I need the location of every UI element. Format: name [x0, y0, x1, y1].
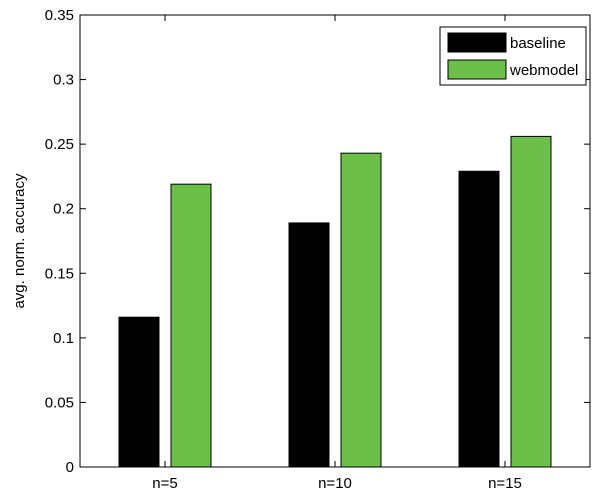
bar-webmodel-n=5 — [170, 183, 212, 468]
y-tick-label: 0.35 — [45, 7, 74, 24]
legend-label-baseline: baseline — [510, 35, 566, 52]
plot-area-frame — [79, 14, 591, 468]
legend: baseline webmodel — [439, 26, 587, 86]
bar-webmodel-n=15 — [510, 135, 552, 468]
y-tick-label: 0.3 — [53, 72, 74, 89]
legend-swatch-webmodel — [447, 59, 507, 80]
x-tick-labels: n=5 n=10 n=15 — [152, 475, 522, 492]
y-axis-label: avg. norm. accuracy — [11, 173, 28, 309]
y-tick-labels: 0 0.05 0.1 0.15 0.2 0.25 0.3 0.35 — [45, 7, 74, 476]
y-tick-label: 0.25 — [45, 136, 74, 153]
x-ticks — [164, 15, 506, 467]
bar-baseline-n=5 — [118, 316, 160, 468]
y-tick-label: 0 — [66, 459, 74, 476]
bars — [118, 135, 552, 468]
bar-baseline-n=10 — [288, 222, 330, 468]
y-tick-label: 0.05 — [45, 394, 74, 411]
bar-baseline-n=15 — [458, 170, 500, 468]
x-tick-label: n=10 — [318, 475, 352, 492]
bar-webmodel-n=10 — [340, 152, 382, 468]
y-tick-label: 0.1 — [53, 330, 74, 347]
legend-label-webmodel: webmodel — [509, 62, 578, 79]
x-tick-label: n=15 — [488, 475, 522, 492]
legend-swatch-baseline — [447, 32, 507, 53]
y-tick-label: 0.2 — [53, 201, 74, 218]
x-tick-label: n=5 — [152, 475, 177, 492]
y-tick-label: 0.15 — [45, 265, 74, 282]
